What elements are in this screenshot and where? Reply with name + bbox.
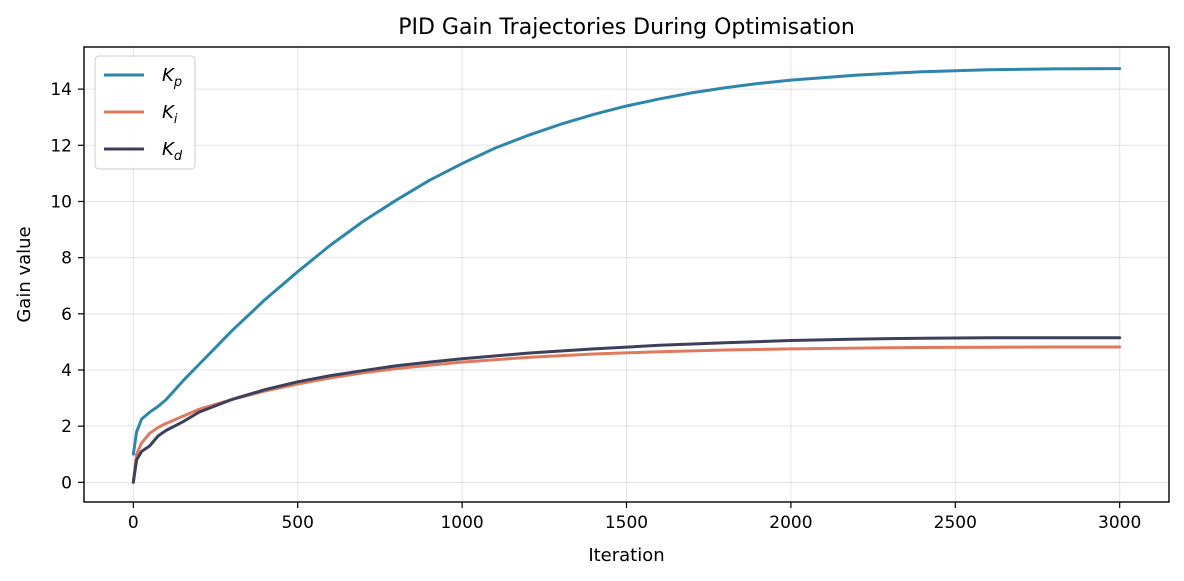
legend-box xyxy=(94,55,196,170)
series-layer xyxy=(131,67,1122,484)
legend-label-main: K xyxy=(162,102,175,123)
x-tick-label: 1500 xyxy=(605,513,648,533)
y-tick-label: 4 xyxy=(61,361,72,381)
y-tick-label: 6 xyxy=(61,305,72,325)
grid xyxy=(84,47,1169,502)
legend-label: Kp xyxy=(162,65,182,90)
series-line-d xyxy=(131,336,1122,484)
legend-label-sub: i xyxy=(174,112,178,127)
y-tick-label: 14 xyxy=(50,80,72,100)
legend-label: Kd xyxy=(162,139,183,164)
legend-label-sub: d xyxy=(174,149,183,164)
y-axis-label: Gain value xyxy=(14,226,35,322)
x-tick-label: 2000 xyxy=(769,513,812,533)
chart-title: PID Gain Trajectories During Optimisatio… xyxy=(398,15,855,40)
legend-label-main: K xyxy=(162,65,175,86)
x-tick-label: 3000 xyxy=(1098,513,1141,533)
x-axis-label: Iteration xyxy=(588,545,664,566)
x-tick-label: 500 xyxy=(281,513,313,533)
y-tick-label: 0 xyxy=(61,473,72,493)
x-tick-label: 2500 xyxy=(934,513,977,533)
series-line-i xyxy=(131,345,1122,484)
legend-label: Ki xyxy=(162,102,178,127)
y-tick-label: 12 xyxy=(50,136,72,156)
x-tick-label: 0 xyxy=(128,513,139,533)
x-tick-label: 1000 xyxy=(440,513,483,533)
series-line-p xyxy=(131,67,1122,456)
legend-label-main: K xyxy=(162,139,175,160)
y-tick-label: 8 xyxy=(61,249,72,269)
legend-label-sub: p xyxy=(173,75,182,90)
y-tick-label: 2 xyxy=(61,417,72,437)
axis-ticks: 0 500 1000 1500 2000 2500 3000 0 2 4 6 8 10 12 14 xyxy=(50,80,1141,533)
y-tick-label: 10 xyxy=(50,192,72,212)
